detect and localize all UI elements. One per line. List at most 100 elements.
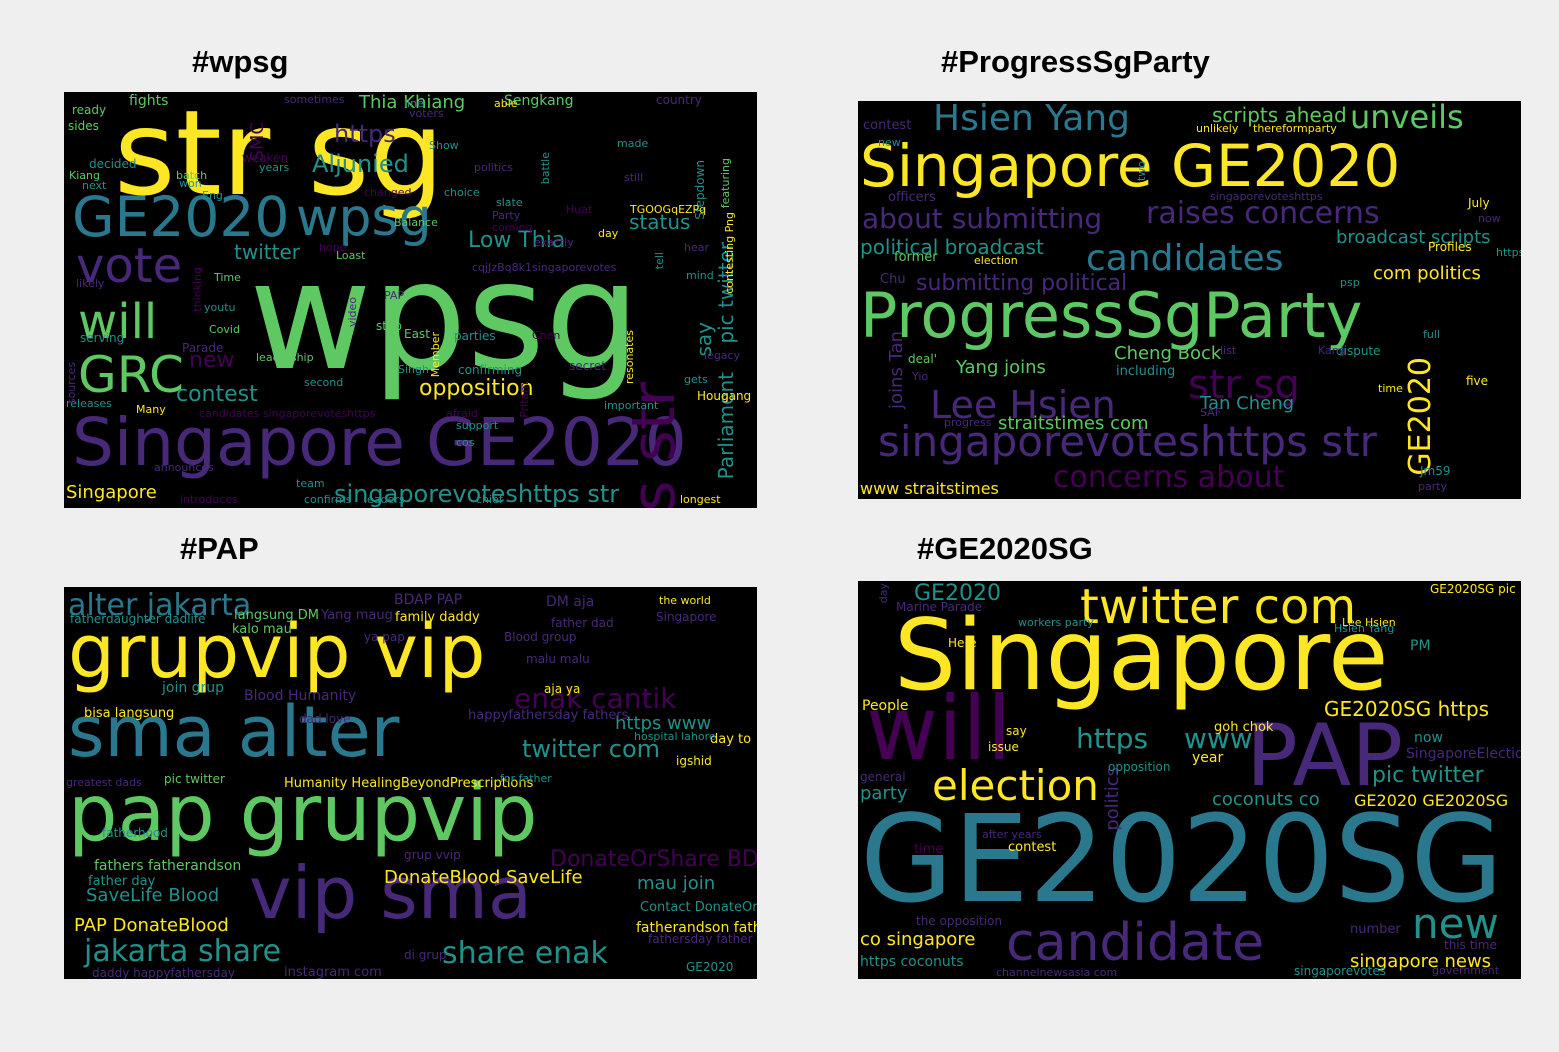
cloud-word: SingaporeElection [1406,746,1521,762]
cloud-word: GRC [78,346,184,404]
cloud-word: Yio [912,370,929,383]
cloud-word: https [1496,246,1521,259]
cloud-word: twitter com [522,735,661,763]
cloud-word: PAP DonateBlood [74,915,229,936]
cloud-word: Hsien Yang [1334,622,1395,635]
cloud-word: GE2020 [1403,357,1438,476]
cloud-word: Thia Khiang [359,92,466,113]
cloud-word: dispute [1336,344,1381,358]
cloud-word: Covid [209,323,240,336]
cloud-word: unlikely [1196,122,1239,135]
cloud-word: won [179,177,202,190]
cloud-word: changed [364,186,412,199]
cloud-word: Pritam [518,382,531,418]
cloud-word: party [1418,480,1448,493]
panel-title-pap: #PAP [180,531,259,566]
cloud-word: Parade [182,341,224,355]
cloud-word: Show [429,139,459,152]
cloud-word: People [862,698,909,714]
cloud-word: Yang joins [956,357,1046,378]
cloud-word: https [334,120,396,148]
cloud-word: battle [539,152,552,185]
cloud-word: step [376,319,402,333]
cloud-word: coconuts co [1212,789,1320,810]
cloud-word: video [346,297,359,328]
cloud-word: GE2020 [686,960,734,974]
cloud-word: legacy [704,349,741,362]
panel-title-progresssgparty: #ProgressSgParty [941,44,1210,79]
cloud-word: dad love [299,712,351,726]
cloud-word: years [259,161,290,174]
cloud-word: introduces [180,493,238,506]
cloud-word: Loast [336,249,366,262]
cloud-word: BDAP PAP [394,592,463,608]
cloud-word: decided [89,157,137,171]
cloud-word: party [860,783,908,804]
cloud-word: will [78,294,158,350]
cloud-word: mau join [637,873,716,894]
cloud-word: time [914,842,944,857]
cloud-word: progress [944,416,992,429]
cloud-word: cos [456,436,475,449]
cloud-word: day [598,227,619,240]
cloud-word: line [404,97,424,110]
cloud-word: this time [1444,938,1497,952]
cloud-word: after years [982,828,1042,841]
cloud-word: list [1220,344,1237,357]
cloud-word: confirms [304,493,352,506]
wordcloud-progresssgparty: Singapore GE2020 ProgressSgParty Hsien Yan… [858,101,1521,499]
cloud-word: Contact DonateOrShare [640,900,757,915]
cloud-word: singaporevoteshttps [1210,190,1323,203]
cloud-word: GE2020 GE2020SG [1354,791,1509,810]
cloud-word: including [1116,364,1176,379]
cloud-word: di grup [404,948,447,962]
cloud-word: Party [492,209,521,222]
cloud-word: deal' [908,352,937,366]
cloud-word: parties [454,329,496,343]
cloud-word: politics [1102,767,1123,831]
cloud-word: Tan Cheng [1200,393,1295,414]
cloud-word: gets [684,373,708,386]
cloud-word: political broadcast [860,235,1044,259]
cloud-word: Profiles [1428,240,1472,254]
cloud-word: sources [65,362,78,405]
cloud-word: happyfathersday fathers [468,708,629,723]
cloud-word: Hsien Yang [933,101,1130,139]
cloud-word: joins Tan [886,331,907,409]
cloud-word: issue [988,740,1019,754]
cloud-word: Time [214,271,241,284]
cloud-word: jakarta share [84,934,282,969]
cloud-word: able [494,97,518,110]
cloud-word: PAP [1246,706,1404,806]
cloud-word: youtu [204,301,236,314]
cloud-word: contesting Png [723,212,736,294]
cloud-word: DonateOrShare BDAP [550,847,757,872]
cloud-word: Here [948,636,977,650]
cloud-word: important [604,399,659,412]
cloud-word: https www [615,713,712,734]
cloud-word: GE2020 [72,185,290,249]
cloud-word: opposition [419,376,534,401]
cloud-word: singaporevoteshttps str [878,417,1377,466]
wordcloud-pap: grupvip vip pap grupvip sma alter vip sma al… [64,587,757,979]
cloud-word: SAF [1200,406,1222,419]
cloud-word: malu malu [526,652,590,666]
cloud-word: Humanity HealingBeyondPrescriptions [284,776,534,791]
cloud-word: Blood group [504,630,577,644]
cloud-word: chief [476,493,503,506]
cloud-word: kalo mau [232,622,292,637]
cloud-word: still [624,171,644,184]
cloud-word: GE2020 [914,581,1001,606]
cloud-word: candidates singaporevoteshttps [199,407,376,420]
cloud-word: broadcast scripts [1336,227,1491,248]
cloud-word: Singapore [894,599,1389,713]
cloud-word: Yang maug [321,608,393,623]
cloud-word: www [1184,722,1253,755]
cloud-word: five [1466,374,1489,388]
cloud-word: www straitstimes [860,479,999,498]
cloud-word: twitter com [1080,581,1357,635]
cloud-word: igshid [676,754,712,768]
cloud-word: about submitting [862,202,1103,235]
cloud-word: election [974,254,1018,267]
cloud-word: Eng [202,189,223,202]
